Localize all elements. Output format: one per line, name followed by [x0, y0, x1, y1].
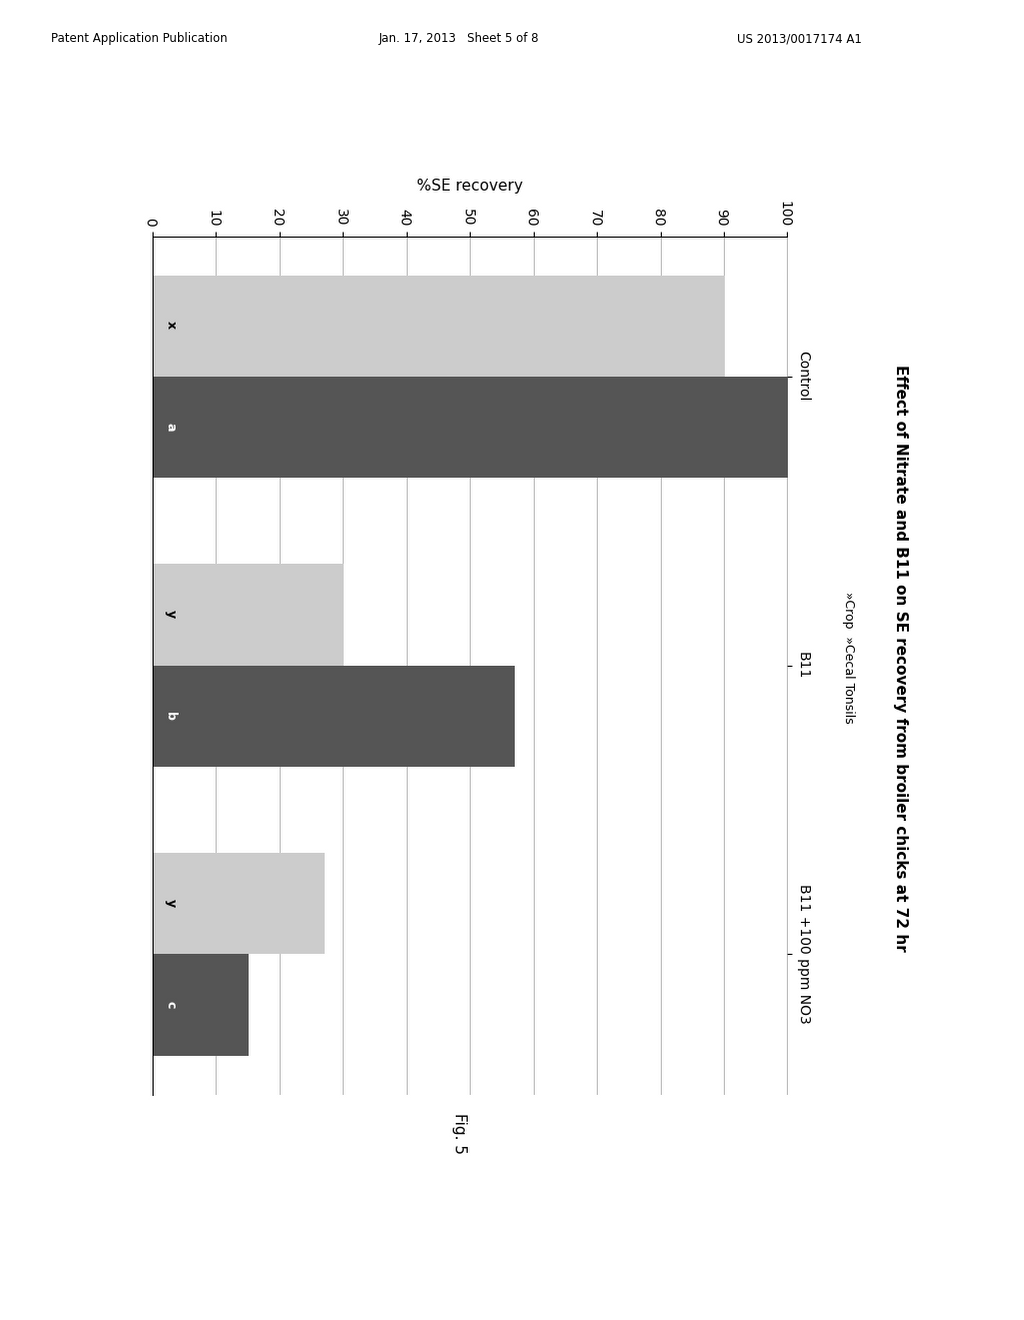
Text: Patent Application Publication: Patent Application Publication: [51, 32, 227, 45]
Text: Jan. 17, 2013   Sheet 5 of 8: Jan. 17, 2013 Sheet 5 of 8: [379, 32, 540, 45]
Text: US 2013/0017174 A1: US 2013/0017174 A1: [737, 32, 862, 45]
